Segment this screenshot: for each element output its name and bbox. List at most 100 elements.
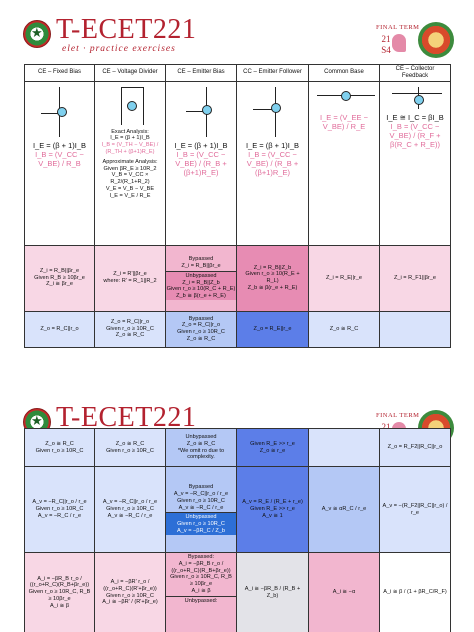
- table-header-row: CE – Fixed Bias CE – Voltage Divider CE …: [24, 64, 451, 82]
- cell-fixed-zi: Z_i = R_B||βr_e Given R_B ≥ 10βr_e Z_i ≅…: [24, 244, 95, 312]
- formula: I_B = (V_CC − V_BE) / (R_B + (β+1)R_E): [175, 149, 227, 177]
- formula: I_E = (V_EE − V_BE) / R_E: [320, 112, 368, 131]
- page-title: T-ECET221: [56, 14, 197, 45]
- table-row-output-impedance: Z_o = R_C||r_o Z_o = R_C||r_o Given r_o …: [24, 310, 451, 348]
- cell-base-zo: [308, 428, 380, 467]
- cell-fixed-bias: I_E = (β + 1)I_B I_B = (V_CC − V_BE) / R…: [24, 80, 95, 246]
- circuit-diagram: [239, 83, 306, 141]
- circuit-diagram: [311, 83, 377, 113]
- formula: Z_i = R_B||βr_e: [181, 263, 221, 269]
- formula: Z_o ≅ R_C: [186, 440, 216, 447]
- cell-emitter-ai: Bypassed: A_i = −βR_B r_o / ((r_o+R_C)(R…: [165, 552, 237, 632]
- formula: A_i ≅ β: [191, 587, 211, 594]
- formula: Given r_o ≥ 10R_C: [177, 329, 225, 336]
- formula: Given R_B ≥ 10βr_e: [34, 274, 85, 281]
- formula: A_v ≅ 1: [262, 512, 283, 519]
- formula: A_i ≅ −α: [332, 589, 356, 596]
- formula: Given r_o ≥ 10R_C: [106, 447, 154, 454]
- formula: Given r_o ≥ 10R_C: [106, 506, 154, 513]
- formula: I_E ≅ I_C = βI_B: [386, 112, 444, 122]
- formula: A_v ≅ αR_C / r_e: [321, 506, 367, 513]
- cell-emitter-bias: I_E = (β + 1)I_B I_B = (V_CC − V_BE) / (…: [165, 80, 237, 246]
- formula: I_B = (V_CC − V_BE) / (R_B + (β+1)R_E): [246, 149, 299, 177]
- cell-emitter-av: Bypassed A_v = −R_C||r_o / r_e Given r_o…: [165, 466, 237, 553]
- cell-feedback-zi: Z_i = R_F1||βr_e: [379, 244, 451, 312]
- cell-common-base: I_E = (V_EE − V_BE) / R_E: [308, 80, 380, 246]
- formula: A_i = −βR' r_o / ((r_o+R_C)(R'+βr_e)): [103, 578, 157, 592]
- col-header: Common Base: [308, 64, 380, 82]
- col-header: CC – Emitter Follower: [236, 64, 309, 82]
- formula: Z_o = R_C||r_o: [181, 322, 221, 329]
- col-header: CE – Fixed Bias: [24, 64, 95, 82]
- circuit-diagram: [27, 83, 92, 141]
- cell-fixed-zo: Z_o = R_C||r_o: [24, 310, 95, 348]
- formula: A_v = R_E / (R_E + r_e): [242, 499, 303, 506]
- table-row-current-gain: A_i = −βR_B r_o / ((r_o+R_C)(R_B+βr_e)) …: [24, 552, 451, 632]
- cell-feedback-zo: Z_o = R_F2||R_C||r_o: [379, 428, 451, 467]
- cell-feedback-av: A_v = −(R_F2||R_C||r_o) / r_e: [379, 466, 451, 553]
- cell-fixed-ai: A_i = −βR_B r_o / ((r_o+R_C)(R_B+βr_e)) …: [24, 552, 95, 632]
- formula: A_i = −βR_B r_o / ((r_o+R_C)(R_B+βr_e)): [171, 560, 231, 574]
- col-header: CE – Emitter Bias: [165, 64, 237, 82]
- table-row-voltage-gain: A_v = −R_C||r_o / r_e Given r_o ≥ 10R_C …: [24, 466, 451, 553]
- formula: I_E = (β + 1)I_B: [174, 140, 228, 150]
- formula: Z_o = R_C||r_o: [40, 325, 79, 332]
- cell-feedback-zo: [379, 310, 451, 348]
- formula-table-2: Z_o ≅ R_C Given r_o ≥ 10R_C Z_o ≅ R_C Gi…: [24, 428, 451, 632]
- slide-header: ★ T-ECET221 elet · practice exercises FI…: [0, 0, 474, 62]
- formula: Given r_o ≥ 10R_C: [35, 506, 84, 513]
- formula: A_i ≅ −βR_B / (R_B + Z_b): [244, 585, 301, 599]
- col-header: CE – Voltage Divider: [94, 64, 166, 82]
- cell-base-zi: Z_i = R_E||r_e: [308, 244, 380, 312]
- formula: Given r_o ≥ 10R_C: [106, 592, 154, 599]
- formula-label: Bypassed: [188, 256, 214, 263]
- cell-fixed-av: A_v = −R_C||r_o / r_e Given r_o ≥ 10R_C …: [24, 466, 95, 553]
- formula: Z_o ≅ R_C: [115, 332, 145, 339]
- slide-2: ★ T-ECET221 elet · practice exercises FI…: [0, 388, 474, 632]
- formula-label: Bypassed: [188, 484, 214, 491]
- formula: Z_b ≅ β(r_e + R_E): [247, 284, 298, 291]
- table-row-output-impedance: Z_o ≅ R_C Given r_o ≥ 10R_C Z_o ≅ R_C Gi…: [24, 428, 451, 467]
- cell-base-zo: Z_o ≅ R_C: [308, 310, 380, 348]
- formula: Z_i ≅ βr_e: [46, 281, 73, 288]
- cell-divider-zi: Z_i = R'||βr_e where: R' = R_1||R_2: [94, 244, 166, 312]
- formula-label: Bypassed: [188, 315, 214, 322]
- formula: V_E = V_B − V_BE: [105, 185, 155, 192]
- formula: Z_o = R_E||r_e: [253, 325, 292, 332]
- footnote: *We omit ro due to complexity.: [177, 447, 225, 461]
- formula: Given r_o ≥ 10R_C, R_B ≥ 10βr_e: [170, 574, 232, 588]
- formula: I_B = (V_CC − V_BE) / R_B: [35, 149, 84, 168]
- table-row-bias: I_E = (β + 1)I_B I_B = (V_CC − V_BE) / R…: [24, 80, 451, 246]
- cell-follower-av: A_v = R_E / (R_E + r_e) Given R_E >> r_e…: [236, 466, 309, 553]
- cell-emitter-zo: Unbypassed Z_o ≅ R_C *We omit ro due to …: [165, 428, 237, 467]
- formula: Z_i = R'||βr_e: [113, 271, 147, 278]
- formula: A_v = −βR_C / Z_b: [177, 527, 225, 534]
- final-term-label: FINAL TERM: [376, 24, 420, 31]
- formula: Given r_o ≥ 10(R_C + R_E): [166, 286, 236, 293]
- formula: A_i ≅ −βR' / (R'+βr_e): [102, 599, 158, 606]
- formula: Approximate Analysis:: [102, 158, 158, 165]
- formula: where: R' = R_1||R_2: [103, 278, 157, 285]
- formula: Z_o ≅ r_e: [259, 447, 286, 454]
- formula-label: Unbypassed: [185, 514, 217, 521]
- formula: A_v = −R_C||r_o / r_e: [173, 491, 229, 497]
- term-code: 21 S4: [381, 34, 391, 55]
- formula-table-1: CE – Fixed Bias CE – Voltage Divider CE …: [24, 64, 451, 348]
- table-row-input-impedance: Z_i = R_B||βr_e Given R_B ≥ 10βr_e Z_i ≅…: [24, 244, 451, 312]
- cell-base-av: A_v ≅ αR_C / r_e: [308, 466, 380, 553]
- formula-label: Unbypassed: [185, 433, 217, 440]
- cell-emitter-zo: Bypassed Z_o = R_C||r_o Given r_o ≥ 10R_…: [165, 310, 237, 348]
- circuit-diagram: [382, 83, 448, 113]
- cell-follower-ai: A_i ≅ −βR_B / (R_B + Z_b): [236, 552, 309, 632]
- formula: Z_o ≅ R_C: [115, 440, 145, 447]
- final-term-label: FINAL TERM: [376, 412, 420, 419]
- formula: V_B = V_CC × R_2/(R_1+R_2): [110, 172, 150, 186]
- formula: I_B = (V_CC − V_BE) / (R_F + β(R_C + R_E…: [389, 121, 441, 149]
- formula: I_E = V_E / R_E: [109, 192, 151, 199]
- cell-divider-av: A_v = −R_C||r_o / r_e Given r_o ≥ 10R_C …: [94, 466, 166, 553]
- slide-1: ★ T-ECET221 elet · practice exercises FI…: [0, 0, 474, 348]
- formula: Z_o = R_F2||R_C||r_o: [387, 444, 443, 451]
- formula-label: Unbypassed: [185, 272, 217, 279]
- cell-fixed-zo: Z_o ≅ R_C Given r_o ≥ 10R_C: [24, 428, 95, 467]
- cell-follower-zi: Z_i = R_B||Z_b Given r_o ≥ 10(R_E + R_L)…: [236, 244, 309, 312]
